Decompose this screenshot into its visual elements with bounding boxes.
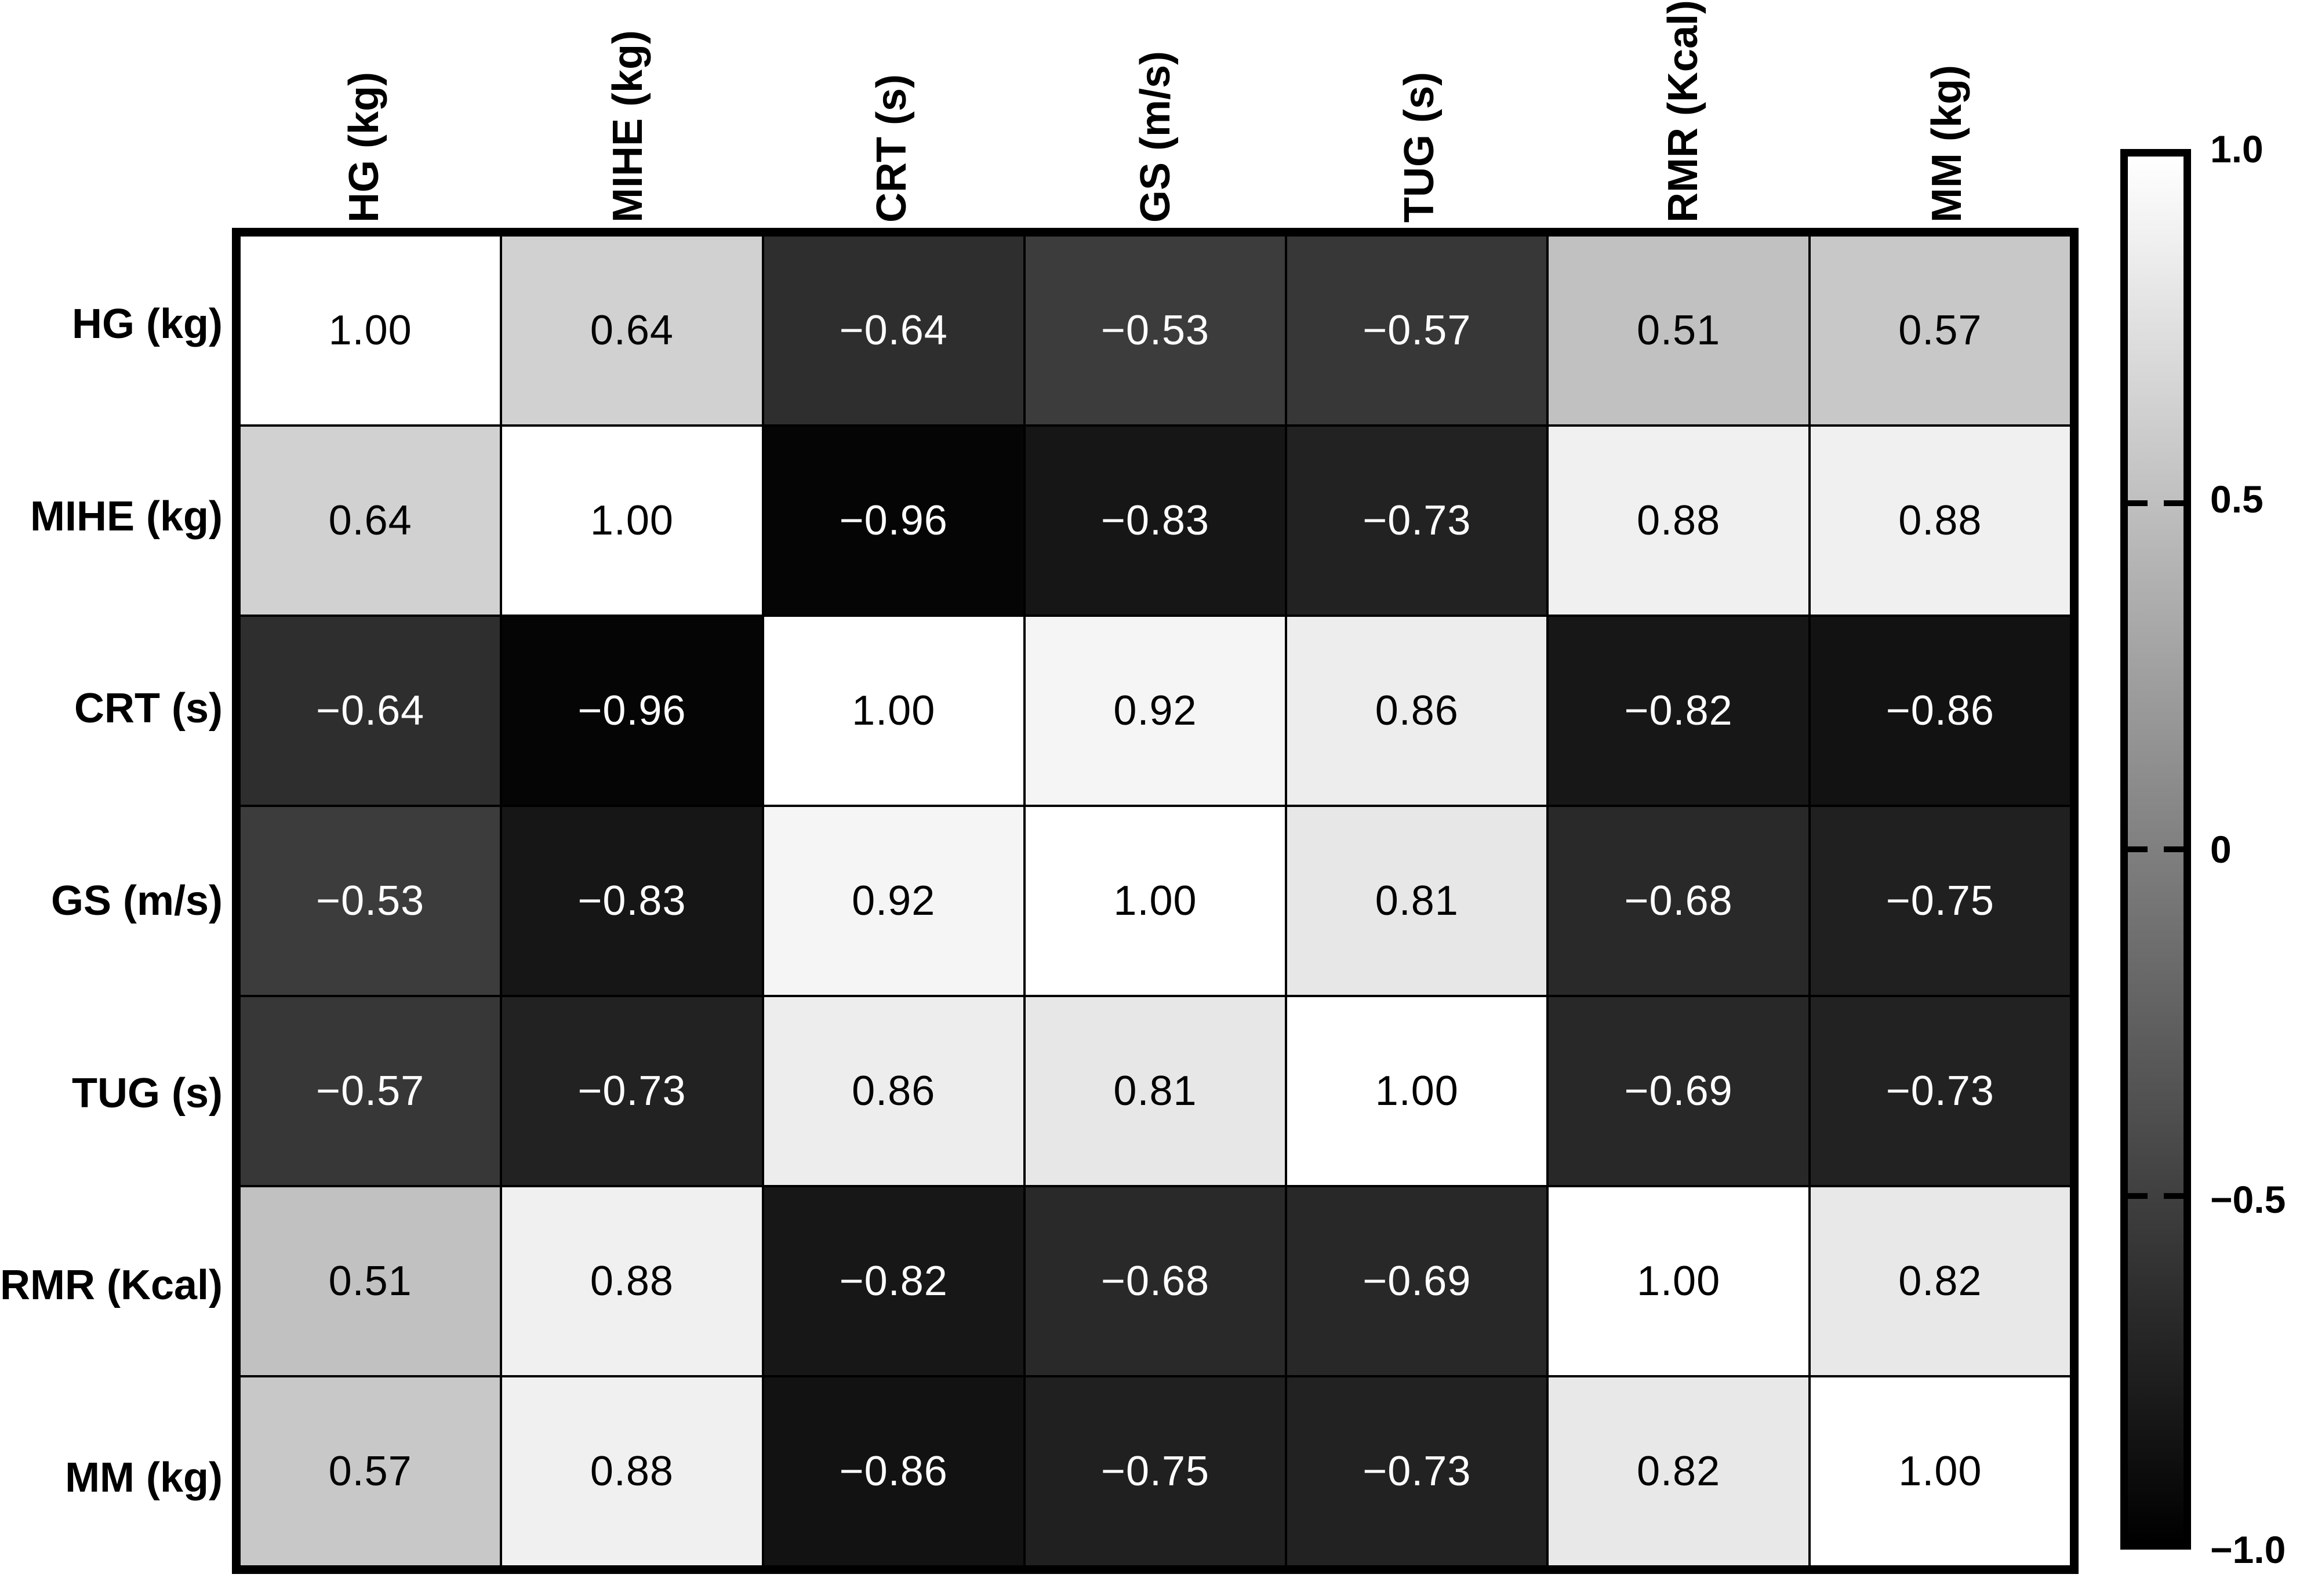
- colorbar-tick: [2128, 1193, 2148, 1199]
- heatmap-cell: 0.92: [1025, 617, 1285, 805]
- heatmap-cell: 1.00: [1287, 997, 1547, 1185]
- heatmap-cell: −0.96: [502, 617, 762, 805]
- heatmap-cell: −0.57: [241, 997, 500, 1185]
- heatmap-cell: 0.86: [1287, 617, 1547, 805]
- heatmap-cell: 1.00: [241, 237, 500, 424]
- heatmap-cell: −0.64: [241, 617, 500, 805]
- heatmap-cell: −0.83: [502, 807, 762, 995]
- column-header: CRT (s): [760, 0, 1023, 223]
- colorbar-tick: [2128, 846, 2148, 852]
- colorbar-tick: [2164, 1193, 2184, 1199]
- heatmap-cell: −0.73: [1287, 427, 1547, 615]
- heatmap-cell: −0.53: [241, 807, 500, 995]
- heatmap-cell: 0.57: [241, 1377, 500, 1565]
- row-label: HG (kg): [72, 300, 223, 347]
- colorbar-labels: 1.0 0.5 0 −0.5 −1.0: [2210, 128, 2303, 1571]
- heatmap-cell: −0.69: [1549, 997, 1808, 1185]
- heatmap-cell: 0.88: [502, 1187, 762, 1375]
- colorbar-tick: [2164, 500, 2184, 506]
- colorbar-tick-label: 0: [2210, 828, 2232, 871]
- heatmap-cell: −0.86: [1810, 617, 2070, 805]
- heatmap-matrix: 1.00 0.64 −0.64 −0.53 −0.57 0.51 0.57 0.64 1.00−…: [232, 228, 2079, 1574]
- column-header-label: HG (kg): [340, 72, 387, 223]
- heatmap-cell: −0.73: [502, 997, 762, 1185]
- heatmap-cell: −0.96: [764, 427, 1023, 615]
- heatmap-cell: 0.64: [241, 427, 500, 615]
- colorbar: [2120, 149, 2191, 1550]
- column-header: RMR (Kcal): [1551, 0, 1815, 223]
- heatmap-cell: 0.82: [1549, 1377, 1808, 1565]
- colorbar-tick-label: 1.0: [2210, 128, 2264, 170]
- column-header: GS (m/s): [1023, 0, 1287, 223]
- heatmap-cell: −0.69: [1287, 1187, 1547, 1375]
- heatmap-cell: 0.81: [1287, 807, 1547, 995]
- row-label: GS (m/s): [50, 877, 223, 924]
- heatmap-cell: 0.88: [1549, 427, 1808, 615]
- heatmap-cell: 1.00: [502, 427, 762, 615]
- heatmap-cell: −0.53: [1025, 237, 1285, 424]
- column-header: TUG (s): [1287, 0, 1551, 223]
- heatmap-cell: 0.64: [502, 237, 762, 424]
- column-header: MM (kg): [1815, 0, 2079, 223]
- heatmap-cell: −0.75: [1025, 1377, 1285, 1565]
- heatmap-cell: −0.73: [1810, 997, 2070, 1185]
- heatmap-cell: 0.51: [241, 1187, 500, 1375]
- heatmap-cell: −0.57: [1287, 237, 1547, 424]
- heatmap-cell: 0.81: [1025, 997, 1285, 1185]
- heatmap-cell: 0.88: [1810, 427, 2070, 615]
- heatmap-cell: 1.00: [1810, 1377, 2070, 1565]
- heatmap-cell: −0.73: [1287, 1377, 1547, 1565]
- heatmap-cell: −0.68: [1025, 1187, 1285, 1375]
- column-header-label: RMR (Kcal): [1659, 0, 1706, 223]
- column-headers: HG (kg) MIHE (kg) CRT (s) GS (m/s) TUG (s) RM…: [232, 0, 2079, 223]
- heatmap-cell: −0.83: [1025, 427, 1285, 615]
- column-header-label: MM (kg): [1923, 65, 1970, 223]
- colorbar-tick-label: 0.5: [2210, 478, 2264, 521]
- row-label: TUG (s): [72, 1070, 223, 1117]
- heatmap-cell: 0.57: [1810, 237, 2070, 424]
- heatmap-cell: 0.88: [502, 1377, 762, 1565]
- heatmap-cell: 0.92: [764, 807, 1023, 995]
- column-header: HG (kg): [232, 0, 496, 223]
- row-label: RMR (Kcal): [0, 1262, 223, 1309]
- colorbar-tick-label: −0.5: [2210, 1178, 2286, 1221]
- colorbar-tick: [2164, 846, 2184, 852]
- heatmap-cell: 0.82: [1810, 1187, 2070, 1375]
- column-header: MIHE (kg): [496, 0, 760, 223]
- row-label: MIHE (kg): [30, 493, 223, 540]
- heatmap-cell: 1.00: [1025, 807, 1285, 995]
- row-labels: HG (kg) MIHE (kg) CRT (s) GS (m/s) TUG (s) RM…: [0, 228, 223, 1574]
- heatmap-cell: −0.86: [764, 1377, 1023, 1565]
- column-header-label: CRT (s): [868, 74, 915, 223]
- heatmap-cell: −0.68: [1549, 807, 1808, 995]
- column-header-label: TUG (s): [1396, 72, 1443, 223]
- heatmap-cell: −0.64: [764, 237, 1023, 424]
- colorbar-tick: [2128, 500, 2148, 506]
- heatmap-cell: −0.82: [1549, 617, 1808, 805]
- heatmap-cell: −0.82: [764, 1187, 1023, 1375]
- row-label: MM (kg): [65, 1455, 223, 1502]
- colorbar-tick-label: −1.0: [2210, 1528, 2286, 1571]
- row-label: CRT (s): [74, 685, 223, 732]
- column-header-label: MIHE (kg): [604, 30, 651, 223]
- heatmap-cell: 1.00: [1549, 1187, 1808, 1375]
- column-header-label: GS (m/s): [1132, 50, 1179, 223]
- heatmap-cell: 0.51: [1549, 237, 1808, 424]
- heatmap-cell: 0.86: [764, 997, 1023, 1185]
- heatmap-cell: −0.75: [1810, 807, 2070, 995]
- heatmap-cell: 1.00: [764, 617, 1023, 805]
